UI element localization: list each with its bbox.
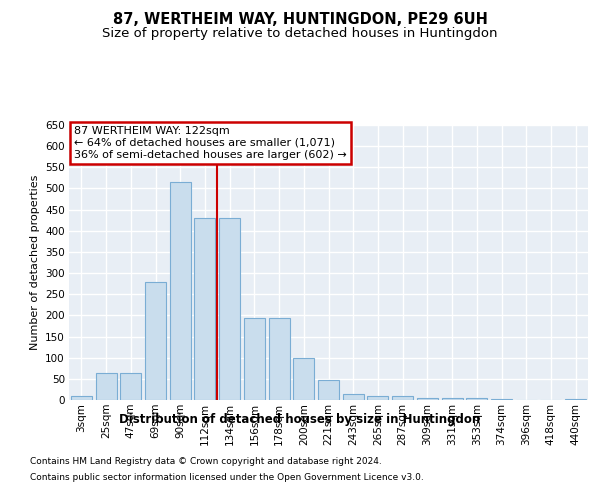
Bar — [565, 398, 586, 400]
Bar — [417, 398, 438, 400]
Bar — [95, 372, 116, 400]
Bar — [392, 396, 413, 400]
Bar — [269, 318, 290, 400]
Bar — [466, 398, 487, 400]
Text: Distribution of detached houses by size in Huntingdon: Distribution of detached houses by size … — [119, 412, 481, 426]
Text: Size of property relative to detached houses in Huntingdon: Size of property relative to detached ho… — [102, 28, 498, 40]
Bar — [219, 218, 240, 400]
Text: Contains HM Land Registry data © Crown copyright and database right 2024.: Contains HM Land Registry data © Crown c… — [30, 458, 382, 466]
Bar — [293, 358, 314, 400]
Bar — [71, 396, 92, 400]
Bar — [194, 218, 215, 400]
Bar — [170, 182, 191, 400]
Bar — [491, 399, 512, 400]
Bar — [318, 380, 339, 400]
Bar — [367, 396, 388, 400]
Bar — [343, 394, 364, 400]
Y-axis label: Number of detached properties: Number of detached properties — [29, 175, 40, 350]
Bar — [145, 282, 166, 400]
Bar — [120, 372, 141, 400]
Text: 87, WERTHEIM WAY, HUNTINGDON, PE29 6UH: 87, WERTHEIM WAY, HUNTINGDON, PE29 6UH — [113, 12, 487, 28]
Bar — [442, 398, 463, 400]
Text: 87 WERTHEIM WAY: 122sqm
← 64% of detached houses are smaller (1,071)
36% of semi: 87 WERTHEIM WAY: 122sqm ← 64% of detache… — [74, 126, 347, 160]
Bar — [244, 318, 265, 400]
Text: Contains public sector information licensed under the Open Government Licence v3: Contains public sector information licen… — [30, 472, 424, 482]
